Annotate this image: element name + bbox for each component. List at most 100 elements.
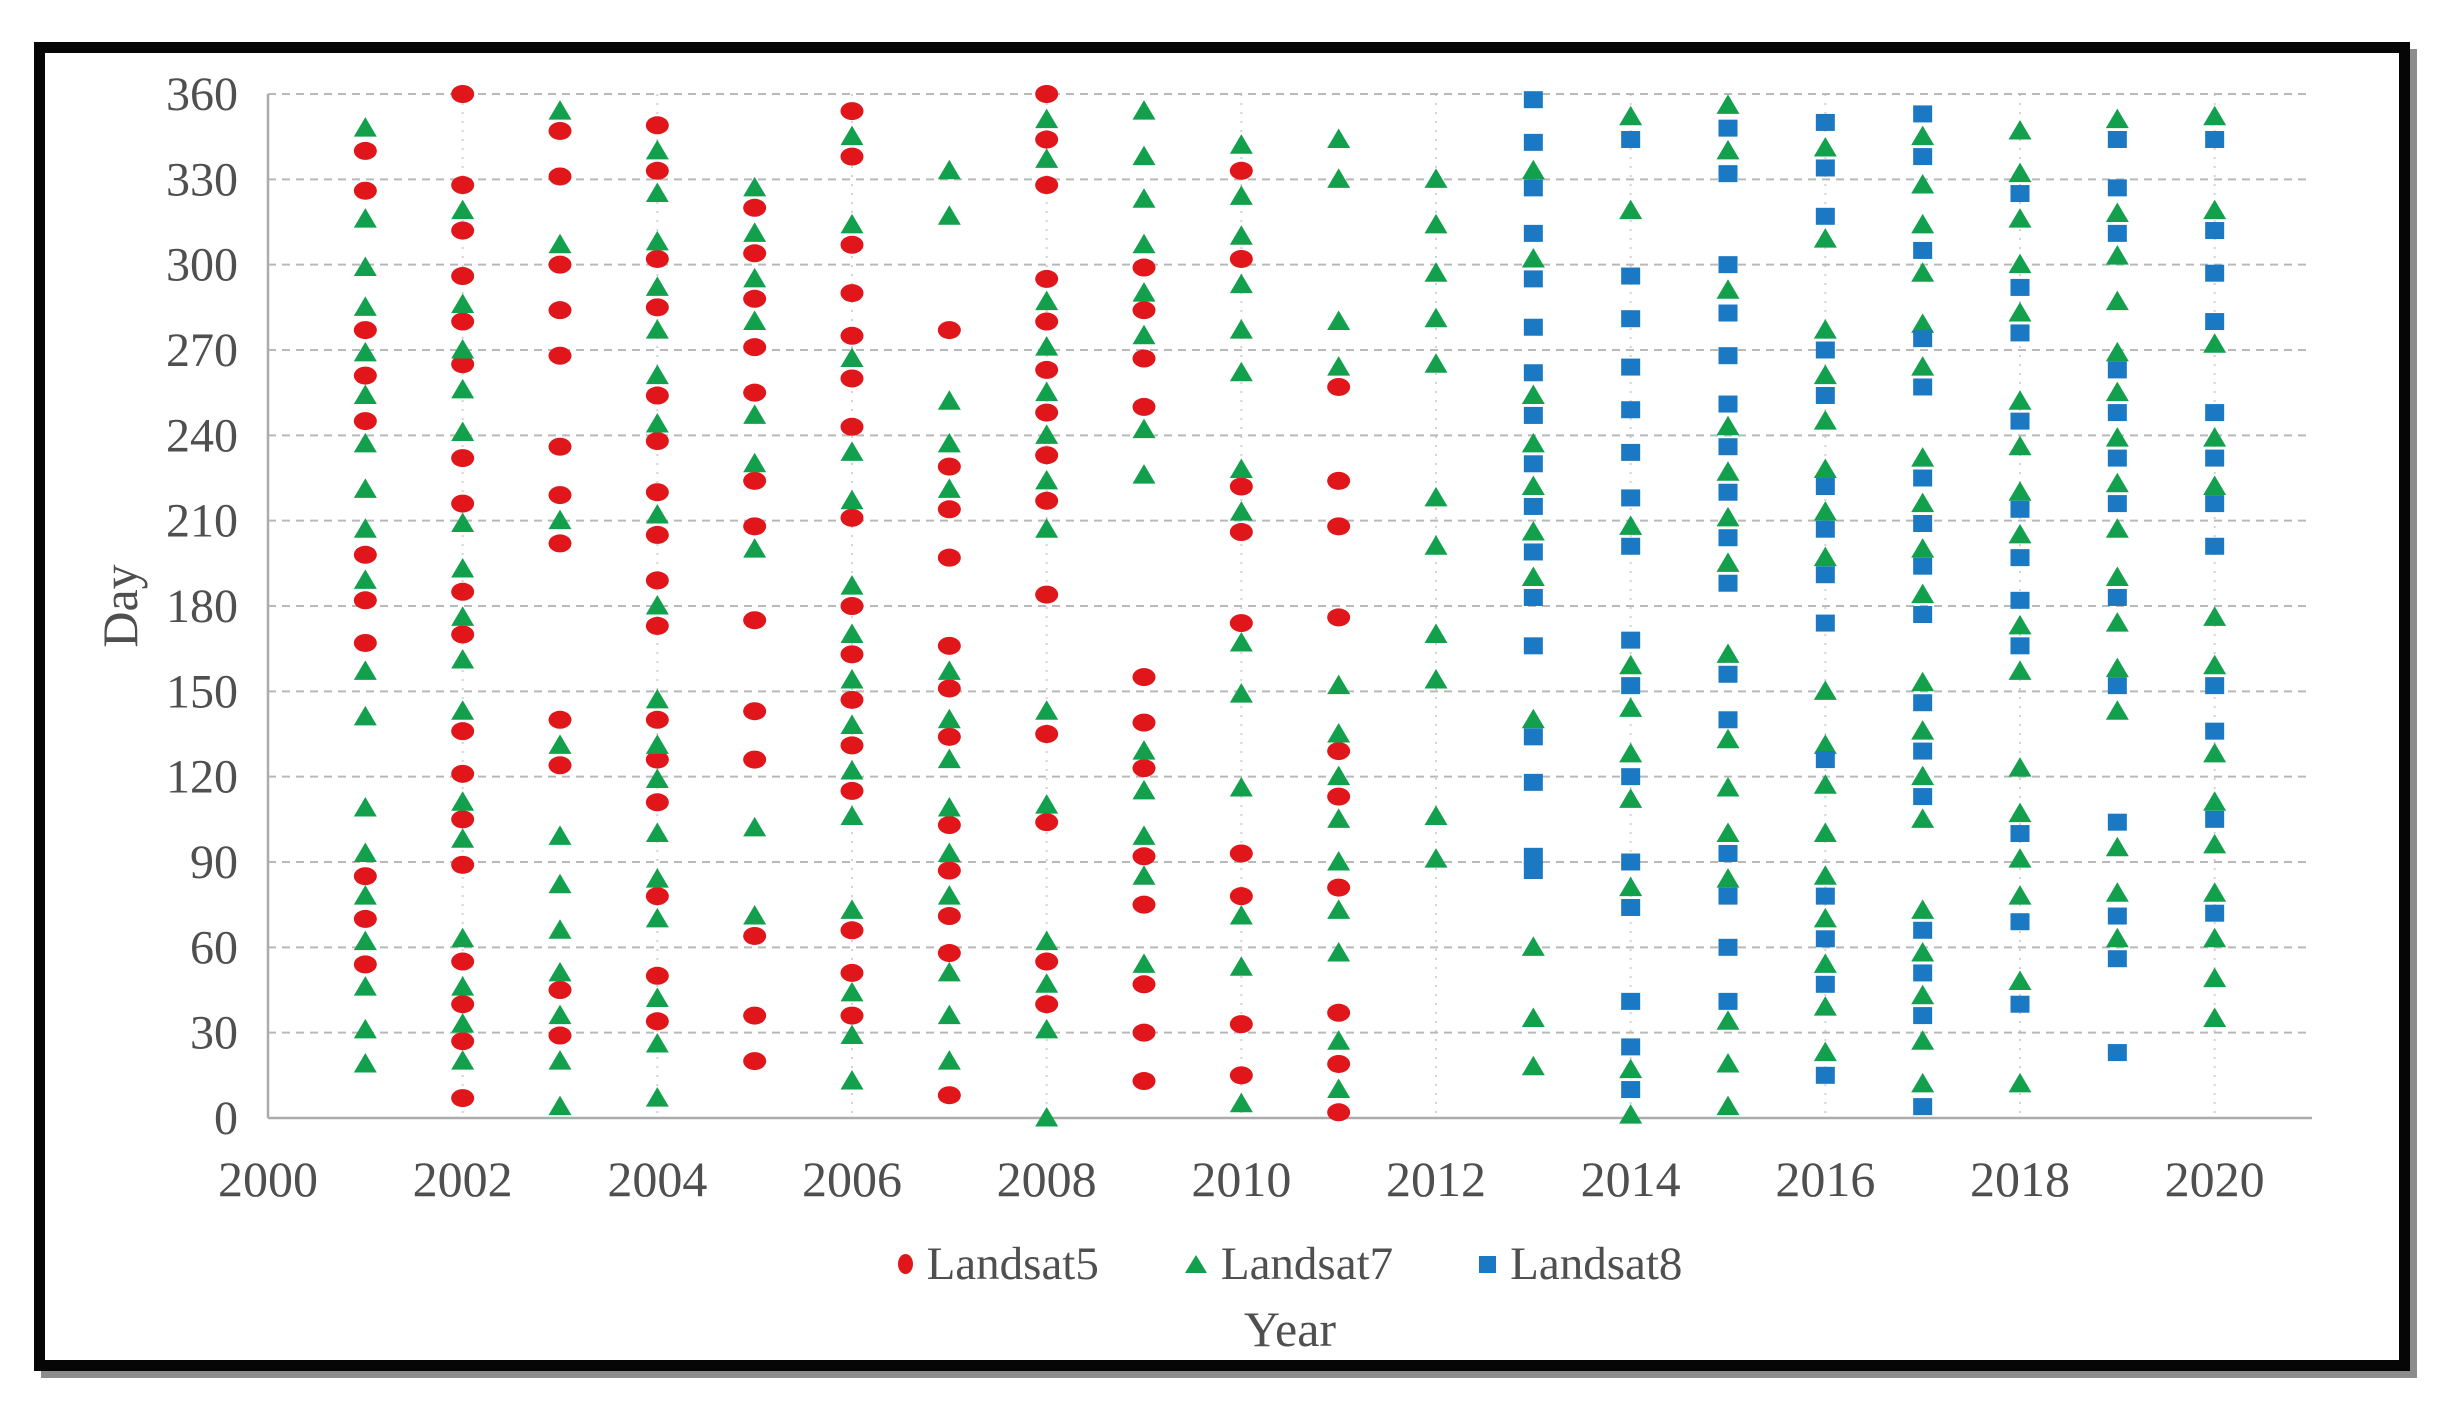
data-point-landsat7 [1911, 262, 1935, 282]
data-point-landsat5 [1132, 759, 1156, 778]
data-point-landsat7 [1813, 1041, 1837, 1062]
data-point-landsat8 [1523, 406, 1543, 424]
data-point-landsat7 [840, 125, 864, 146]
data-point-landsat8 [2107, 495, 2127, 513]
data-point-landsat7 [2105, 108, 2129, 129]
y-tick-label: 150 [166, 665, 238, 718]
data-point-landsat7 [2008, 208, 2032, 228]
data-point-landsat8 [1523, 270, 1543, 288]
data-point-landsat5 [1229, 1066, 1253, 1085]
data-point-landsat7 [1521, 475, 1545, 496]
data-point-landsat7 [451, 293, 475, 313]
data-point-landsat8 [2010, 825, 2030, 843]
data-point-landsat5 [548, 167, 572, 186]
data-point-landsat7 [1035, 1018, 1059, 1039]
data-point-landsat7 [743, 267, 767, 288]
data-point-landsat8 [1718, 347, 1738, 365]
data-point-landsat5 [840, 963, 864, 982]
data-point-landsat7 [548, 825, 572, 845]
data-point-landsat8 [1913, 515, 1933, 533]
data-point-landsat7 [548, 873, 572, 894]
data-point-landsat7 [2203, 791, 2227, 811]
data-point-landsat7 [2105, 882, 2129, 902]
data-point-landsat7 [1619, 1104, 1643, 1124]
data-point-landsat7 [645, 503, 669, 524]
data-point-landsat5 [353, 412, 377, 431]
data-point-landsat7 [2008, 848, 2032, 868]
data-point-landsat5 [840, 645, 864, 664]
data-point-landsat7 [1035, 290, 1059, 311]
data-point-landsat8 [2107, 224, 2127, 242]
data-point-landsat7 [1132, 865, 1156, 885]
data-point-landsat5 [353, 909, 377, 928]
data-point-landsat5 [1035, 360, 1059, 379]
data-point-landsat5 [645, 966, 669, 985]
data-point-landsat5 [743, 383, 767, 402]
data-point-landsat7 [1035, 973, 1059, 993]
data-point-landsat7 [1229, 501, 1253, 521]
data-point-landsat5 [548, 710, 572, 729]
data-point-landsat7 [1424, 307, 1448, 328]
data-point-landsat5 [1035, 403, 1059, 422]
data-point-landsat7 [1035, 469, 1059, 490]
data-point-landsat7 [2008, 253, 2032, 274]
data-point-landsat7 [1911, 1072, 1935, 1093]
data-point-landsat5 [645, 750, 669, 769]
data-point-landsat7 [1327, 765, 1351, 786]
data-point-landsat7 [937, 205, 961, 225]
data-point-landsat7 [1229, 458, 1253, 478]
x-tick-label: 2020 [2165, 1151, 2265, 1207]
data-point-landsat7 [1035, 794, 1059, 814]
data-point-landsat7 [1327, 310, 1351, 331]
data-point-landsat5 [743, 198, 767, 217]
data-point-landsat5 [1132, 975, 1156, 994]
legend-label-landsat7: Landsat7 [1220, 1238, 1394, 1290]
data-point-landsat8 [1815, 614, 1835, 632]
data-point-landsat7 [1911, 174, 1935, 194]
data-point-landsat7 [1327, 1078, 1351, 1099]
data-point-landsat8 [1718, 574, 1738, 592]
data-point-landsat7 [1813, 822, 1837, 843]
data-point-landsat7 [2008, 523, 2032, 544]
data-point-landsat7 [353, 885, 377, 905]
data-point-landsat8 [1523, 862, 1543, 880]
data-point-landsat7 [1813, 680, 1837, 700]
x-tick-label: 2000 [218, 1151, 318, 1207]
data-point-landsat8 [1815, 478, 1835, 496]
data-point-landsat5 [645, 483, 669, 502]
data-point-landsat8 [1523, 497, 1543, 515]
data-point-landsat7 [353, 518, 377, 538]
data-point-landsat5 [1132, 1072, 1156, 1091]
data-point-landsat7 [1911, 313, 1935, 333]
data-point-landsat7 [937, 842, 961, 862]
data-point-landsat5 [353, 141, 377, 160]
data-point-landsat5 [548, 346, 572, 365]
data-point-landsat7 [1813, 734, 1837, 754]
data-point-landsat7 [840, 759, 864, 780]
data-point-landsat8 [2205, 677, 2225, 695]
data-point-landsat7 [1813, 458, 1837, 478]
data-point-landsat7 [1132, 233, 1156, 254]
data-point-landsat5 [645, 116, 669, 135]
data-point-landsat7 [743, 176, 767, 197]
data-point-landsat7 [2105, 836, 2129, 857]
data-point-landsat7 [937, 390, 961, 410]
data-point-landsat5 [1035, 269, 1059, 288]
data-point-landsat5 [937, 1086, 961, 1105]
data-point-landsat7 [1132, 740, 1156, 760]
data-point-landsat7 [645, 139, 669, 160]
data-point-landsat5 [548, 981, 572, 999]
data-point-landsat5 [353, 545, 377, 564]
data-point-landsat7 [2105, 657, 2129, 678]
x-tick-label: 2004 [607, 1151, 707, 1207]
data-point-landsat7 [451, 339, 475, 359]
data-point-landsat7 [1035, 148, 1059, 168]
data-point-landsat7 [743, 452, 767, 473]
data-point-landsat8 [2010, 185, 2030, 203]
data-point-landsat7 [1424, 486, 1448, 507]
data-point-landsat7 [937, 796, 961, 817]
data-point-landsat7 [451, 378, 475, 399]
data-point-landsat5 [743, 702, 767, 721]
data-point-landsat5 [840, 1006, 864, 1025]
